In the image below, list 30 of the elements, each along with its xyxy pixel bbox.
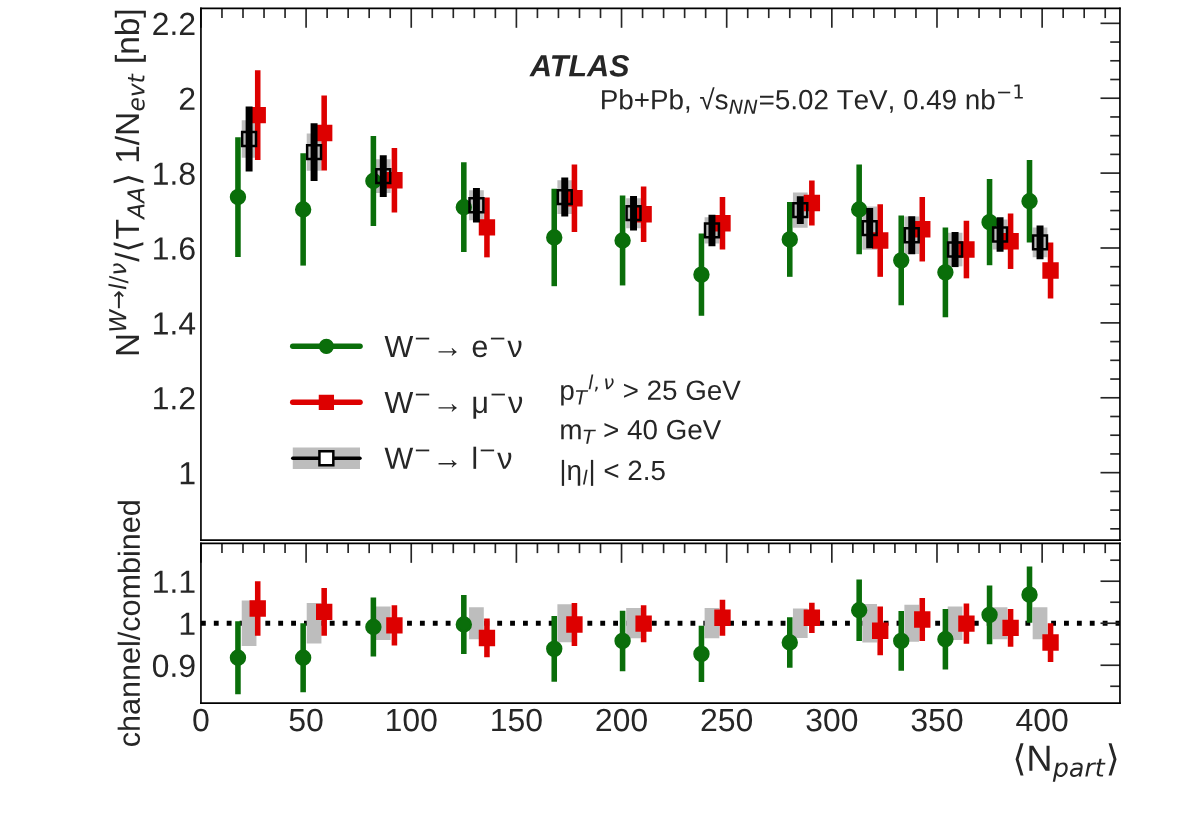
annotation: p$_{T}$$^{l,ν}$ > 25 GeV (561, 374, 741, 406)
x-axis-title: ⟨N$_{part}$⟩ (1015, 743, 1117, 782)
annotation: ATLAS (529, 55, 630, 77)
y-tick-label: 1.1 (154, 570, 195, 593)
legend-label: W$^{−}$→ l$^{−}$ν (384, 446, 512, 469)
y-tick-label: 0.9 (152, 654, 195, 678)
y-axis-title: channel/combined (117, 501, 141, 746)
annotation: |η$_{l}$| < 2.5 (561, 459, 665, 486)
legend-label: W$^{−}$→ μ$^{−}$ν (384, 391, 523, 419)
x-tick-label: 250 (701, 708, 753, 732)
y-tick-label: 1 (180, 612, 195, 635)
x-tick-label: 0 (193, 708, 209, 732)
y-tick-label: 2.2 (153, 12, 195, 35)
legend-label: W$^{−}$→ e$^{−}$ν (384, 335, 522, 358)
x-tick-label: 100 (387, 708, 437, 732)
x-tick-label: 50 (289, 708, 323, 732)
x-tick-label: 300 (806, 708, 858, 732)
y-tick-label: 1.6 (154, 237, 195, 260)
x-tick-label: 350 (911, 708, 963, 732)
x-tick-label: 150 (492, 708, 542, 732)
y-axis-title: N$^{W→l/ν}$/⟨T$_{AA}$⟩ 1/N$_{evt}$ [nb] (108, 10, 146, 355)
y-tick-label: 2 (179, 87, 195, 110)
y-tick-label: 1.8 (154, 162, 195, 185)
annotation: m$_{T}$ > 40 GeV (561, 419, 722, 444)
y-tick-label: 1 (180, 462, 195, 485)
x-tick-label: 200 (596, 708, 647, 732)
y-tick-label: 1.4 (154, 312, 196, 335)
annotation: Pb+Pb, √s$_{NN}$=5.02 TeV, 0.49 nb$^{−1}$ (602, 84, 1023, 114)
x-tick-label: 400 (1016, 708, 1068, 732)
y-tick-label: 1.2 (154, 387, 195, 410)
